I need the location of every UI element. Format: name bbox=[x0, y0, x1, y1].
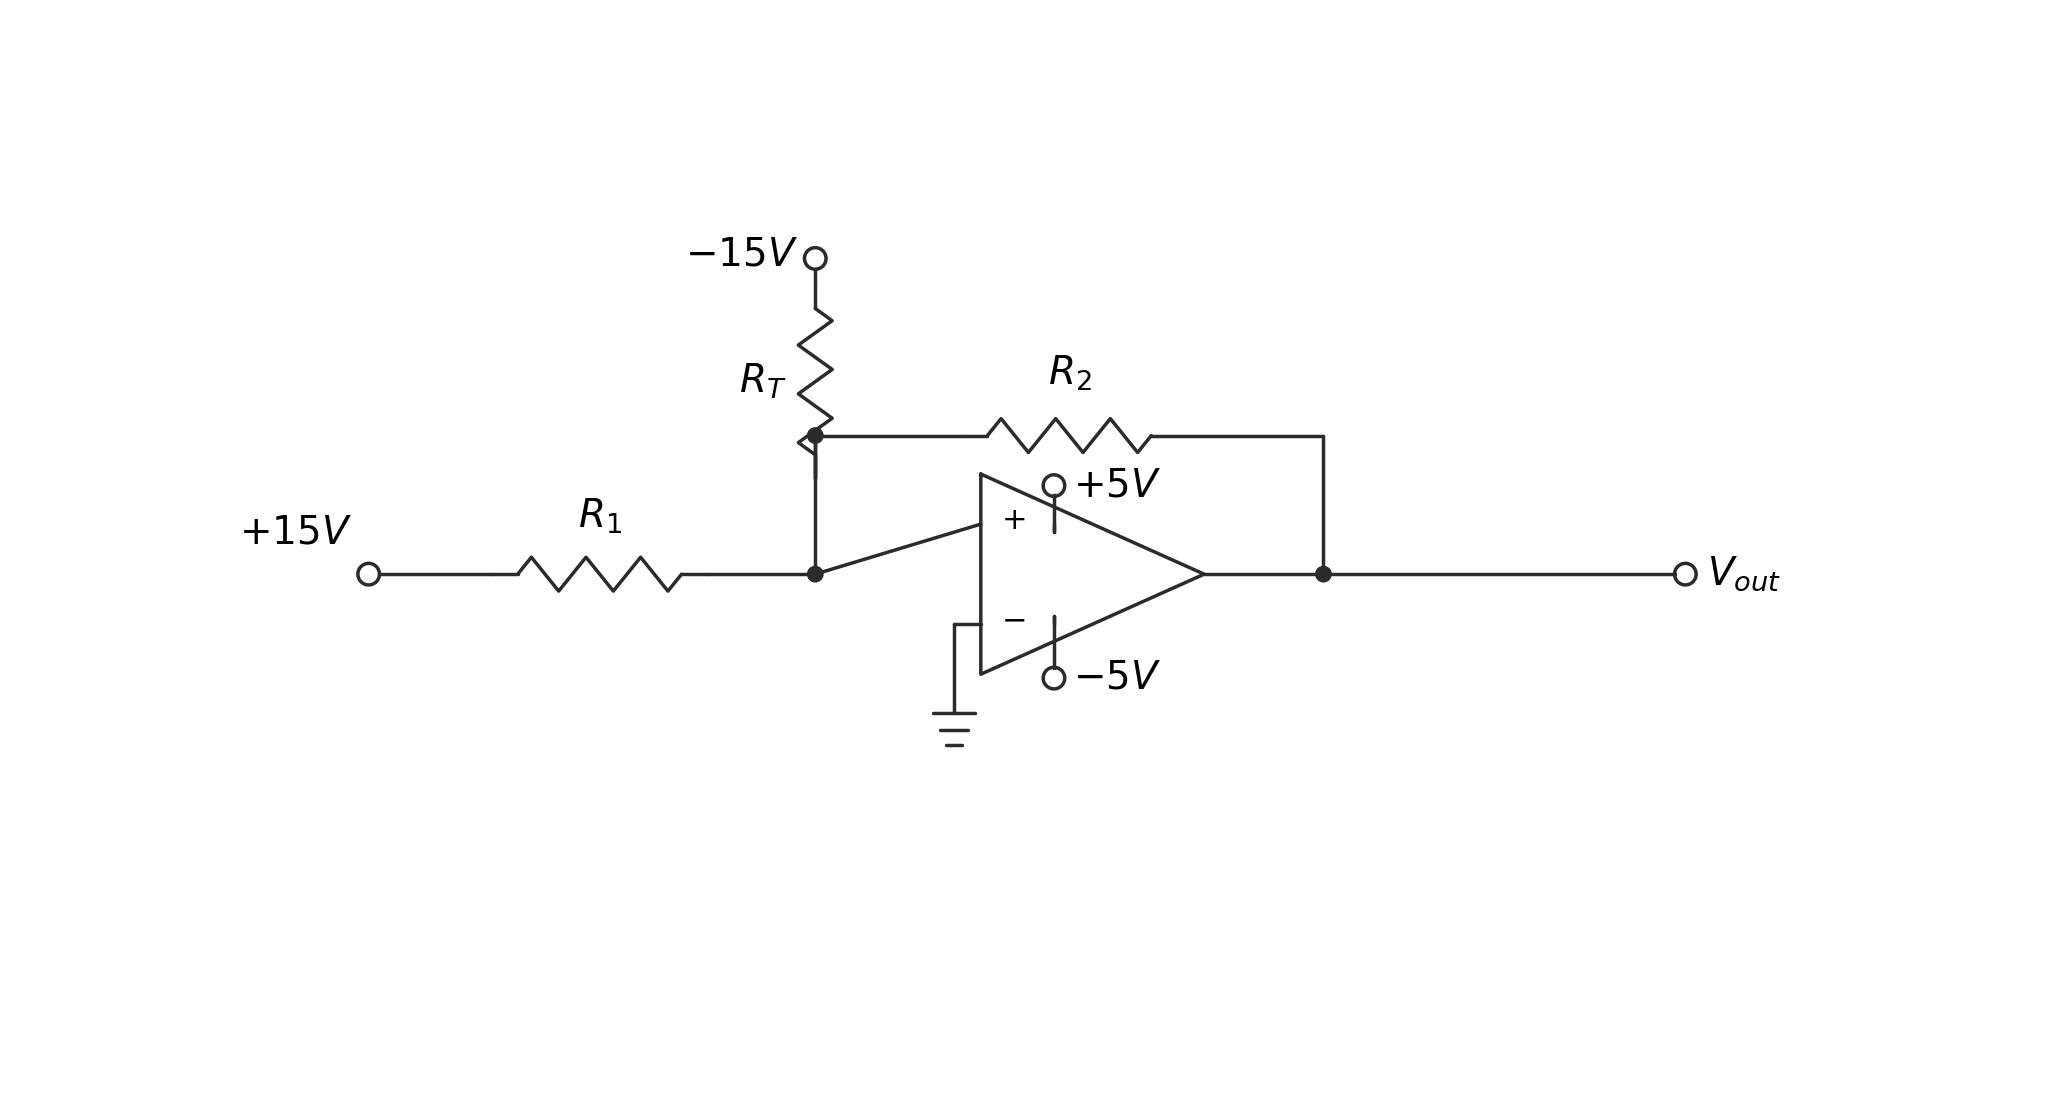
Circle shape bbox=[1678, 566, 1692, 581]
Text: $+5V$: $+5V$ bbox=[1074, 468, 1162, 504]
Circle shape bbox=[1316, 566, 1332, 581]
Text: $R_T$: $R_T$ bbox=[739, 362, 786, 401]
Circle shape bbox=[1046, 479, 1062, 493]
Circle shape bbox=[808, 566, 822, 581]
Circle shape bbox=[808, 428, 822, 443]
Text: $R_1$: $R_1$ bbox=[577, 496, 622, 535]
Circle shape bbox=[1046, 670, 1062, 685]
Text: $-15V$: $-15V$ bbox=[685, 237, 798, 273]
Text: $-$: $-$ bbox=[1000, 604, 1025, 636]
Text: $R_2$: $R_2$ bbox=[1048, 354, 1091, 393]
Text: $+15V$: $+15V$ bbox=[239, 514, 352, 551]
Circle shape bbox=[360, 566, 376, 581]
Text: $+$: $+$ bbox=[1000, 505, 1025, 535]
Text: $-5V$: $-5V$ bbox=[1074, 659, 1162, 696]
Text: $V_{out}$: $V_{out}$ bbox=[1706, 555, 1780, 593]
Circle shape bbox=[808, 251, 822, 266]
